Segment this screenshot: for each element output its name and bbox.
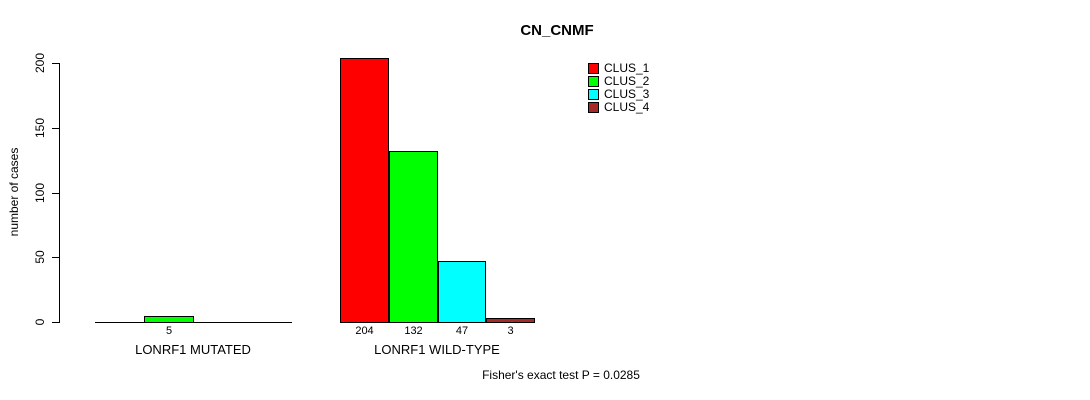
y-tick (52, 63, 60, 64)
bar-clus_1-wild-type (340, 58, 389, 323)
y-tick (52, 257, 60, 258)
legend-label-clus-3: CLUS_3 (604, 87, 650, 101)
legend-swatch-clus-4-icon (588, 102, 599, 113)
chart-title: CN_CNMF (520, 22, 594, 39)
bar-value-label: 3 (507, 325, 514, 337)
legend-item-clus-2: CLUS_2 (588, 75, 649, 88)
x-axis-group-label-mutated: LONRF1 MUTATED (135, 342, 251, 357)
y-axis-label: number of cases (7, 147, 21, 237)
bar-clus_4-wild-type (486, 318, 535, 323)
x-axis-group-label-wild-type: LONRF1 WILD-TYPE (374, 342, 500, 357)
y-tick (52, 193, 60, 194)
legend-label-clus-1: CLUS_1 (604, 61, 650, 75)
legend-label-clus-4: CLUS_4 (604, 100, 650, 114)
y-tick-label: 50 (33, 250, 47, 264)
legend-item-clus-1: CLUS_1 (588, 62, 649, 75)
bar-clus_2-mutated (144, 316, 194, 323)
bar-value-label: 5 (165, 325, 173, 337)
y-tick (52, 128, 60, 129)
legend-swatch-clus-2-icon (588, 76, 599, 87)
legend-item-clus-4: CLUS_4 (588, 101, 649, 114)
fisher-test-annotation: Fisher's exact test P = 0.0285 (482, 368, 640, 382)
bar-clus_2-wild-type (389, 151, 438, 323)
y-tick-label: 100 (33, 182, 47, 204)
y-tick-label: 200 (33, 52, 47, 74)
y-tick (52, 322, 60, 323)
legend-label-clus-2: CLUS_2 (604, 74, 650, 88)
legend-swatch-clus-3-icon (588, 89, 599, 100)
legend-item-clus-3: CLUS_3 (588, 88, 649, 101)
bar-value-label: 204 (355, 325, 374, 337)
legend-swatch-clus-1-icon (588, 63, 599, 74)
y-tick-label: 0 (33, 318, 47, 326)
bar-value-label: 47 (455, 325, 469, 337)
bar-value-label: 132 (404, 325, 423, 337)
bar-clus_3-wild-type (438, 261, 486, 323)
legend: CLUS_1 CLUS_2 CLUS_3 CLUS_4 (588, 62, 649, 114)
y-tick-label: 150 (33, 117, 47, 139)
